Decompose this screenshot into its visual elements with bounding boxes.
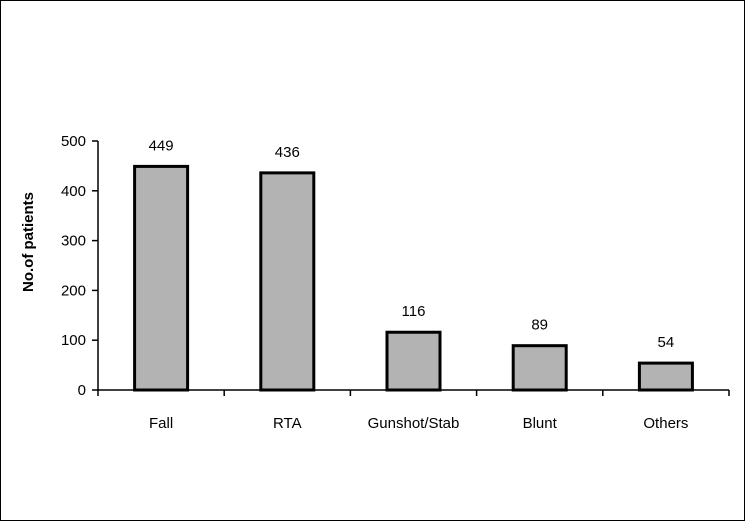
bar-value-label: 89 [531, 317, 548, 334]
data-labels: 449 436 116 89 54 [149, 137, 675, 351]
y-tick-label: 300 [61, 233, 86, 250]
x-category-label: Blunt [523, 415, 558, 432]
bar-gunshot-stab [385, 330, 442, 392]
y-tick-label: 400 [61, 183, 86, 200]
y-tick-label: 500 [61, 133, 86, 150]
bar-value-label: 116 [402, 303, 426, 320]
bars [133, 164, 694, 392]
x-category-label: Gunshot/Stab [368, 415, 460, 432]
x-category-label: Others [643, 415, 688, 432]
bar-value-label: 54 [658, 334, 675, 351]
bar-value-label: 449 [149, 137, 174, 154]
y-tick-label: 100 [61, 332, 86, 349]
bar-others [637, 361, 694, 392]
y-axis-title: No.of patients [20, 192, 37, 292]
bar-fall [133, 164, 190, 392]
bar-rta [259, 171, 316, 392]
x-category-label: RTA [273, 415, 302, 432]
bar-blunt [511, 344, 568, 392]
y-tick-label: 200 [61, 282, 86, 299]
x-category-label: Fall [149, 415, 173, 432]
x-axis: Fall RTA Gunshot/Stab Blunt Others [97, 389, 730, 432]
bar-value-label: 436 [275, 144, 300, 161]
y-tick-label: 0 [78, 382, 86, 399]
y-axis: 0 100 200 300 400 500 [61, 133, 99, 399]
